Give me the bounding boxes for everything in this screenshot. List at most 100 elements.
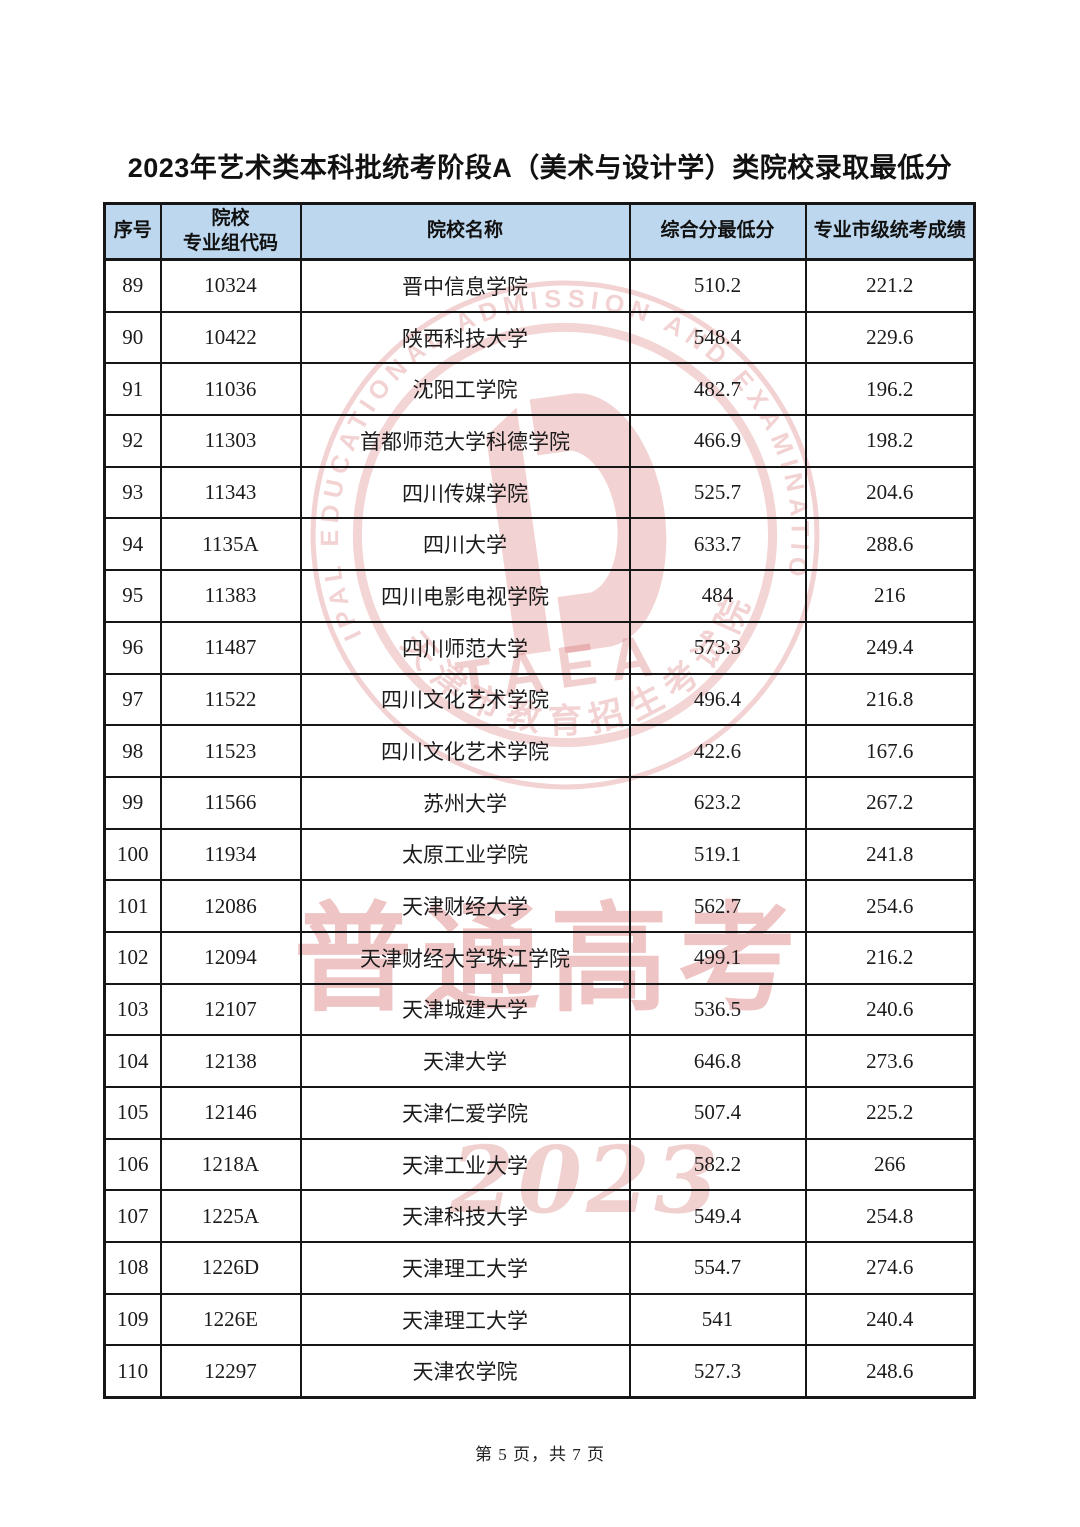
page-title: 2023年艺术类本科批统考阶段A（美术与设计学）类院校录取最低分 — [127, 153, 953, 183]
exam-score-cell: 273.6 — [804, 1034, 976, 1088]
header-name-label: 院校名称 — [426, 220, 503, 242]
table-row: 105 12146 天津仁爱学院 507.4 225.2 — [103, 1086, 976, 1140]
min-score-cell: 466.9 — [628, 414, 807, 468]
min-score-cell: 646.8 — [628, 1034, 807, 1088]
table-row: 97 11522 四川文化艺术学院 496.4 216.8 — [103, 672, 976, 727]
code-cell: 11487 — [159, 620, 302, 675]
seq-cell: 110 — [103, 1344, 162, 1399]
code-cell: 12297 — [159, 1344, 302, 1399]
name-cell: 天津大学 — [299, 1034, 631, 1088]
min-score-cell: 633.7 — [628, 517, 807, 572]
code-cell: 12146 — [159, 1086, 302, 1140]
name-cell: 晋中信息学院 — [299, 258, 631, 313]
table-row: 101 12086 天津财经大学 562.7 254.6 — [103, 879, 976, 933]
header-code-line1: 院校 — [211, 208, 250, 230]
code-cell: 12138 — [159, 1034, 302, 1088]
code-cell: 11303 — [159, 414, 302, 468]
min-score-cell: 519.1 — [628, 827, 807, 882]
exam-score-cell: 288.6 — [804, 517, 976, 572]
exam-score-cell: 241.8 — [804, 827, 976, 882]
name-cell: 四川文化艺术学院 — [299, 724, 631, 778]
seq-cell: 105 — [103, 1086, 162, 1140]
exam-score-cell: 198.2 — [804, 414, 976, 468]
name-cell: 天津城建大学 — [299, 982, 631, 1037]
code-cell: 12107 — [159, 982, 302, 1037]
min-score-cell: 582.2 — [628, 1137, 807, 1192]
table-row: 99 11566 苏州大学 623.2 267.2 — [103, 775, 976, 830]
code-cell: 11343 — [159, 465, 302, 520]
name-cell: 四川师范大学 — [299, 620, 631, 675]
exam-score-cell: 274.6 — [804, 1241, 976, 1295]
min-score-cell: 484 — [628, 569, 807, 623]
name-cell: 沈阳工学院 — [299, 362, 631, 417]
exam-score-cell: 216 — [804, 569, 976, 623]
exam-score-cell: 196.2 — [804, 362, 976, 417]
header-exam-score-label: 专业市级统考成绩 — [813, 220, 966, 242]
seq-cell: 91 — [103, 362, 162, 417]
exam-score-cell: 221.2 — [804, 258, 976, 313]
name-cell: 太原工业学院 — [299, 827, 631, 882]
table-row: 92 11303 首都师范大学科德学院 466.9 198.2 — [103, 414, 976, 468]
exam-score-cell: 225.2 — [804, 1086, 976, 1140]
exam-score-cell: 216.8 — [804, 672, 976, 727]
seq-cell: 95 — [103, 569, 162, 623]
code-cell: 1226D — [159, 1241, 302, 1295]
header-code-line2: 专业组代码 — [182, 232, 278, 254]
seq-cell: 102 — [103, 930, 162, 985]
seq-cell: 108 — [103, 1241, 162, 1295]
name-cell: 首都师范大学科德学院 — [299, 414, 631, 468]
seq-cell: 99 — [103, 775, 162, 830]
table-body: 89 10324 晋中信息学院 510.2 221.2 90 10422 陕西科技大学 548… — [103, 258, 976, 1399]
table-row: 110 12297 天津农学院 527.3 248.6 — [103, 1344, 976, 1399]
seq-cell: 104 — [103, 1034, 162, 1088]
name-cell: 苏州大学 — [299, 775, 631, 830]
seq-cell: 98 — [103, 724, 162, 778]
seq-cell: 96 — [103, 620, 162, 675]
table-row: 100 11934 太原工业学院 519.1 241.8 — [103, 827, 976, 882]
code-cell: 10422 — [159, 310, 302, 365]
name-cell: 天津理工大学 — [299, 1241, 631, 1295]
min-score-cell: 536.5 — [628, 982, 807, 1037]
min-score-cell: 549.4 — [628, 1189, 807, 1244]
exam-score-cell: 240.4 — [804, 1292, 976, 1347]
exam-score-cell: 249.4 — [804, 620, 976, 675]
table-row: 104 12138 天津大学 646.8 273.6 — [103, 1034, 976, 1088]
name-cell: 天津理工大学 — [299, 1292, 631, 1347]
min-score-cell: 623.2 — [628, 775, 807, 830]
exam-score-cell: 216.2 — [804, 930, 976, 985]
min-score-cell: 422.6 — [628, 724, 807, 778]
min-score-cell: 562.7 — [628, 879, 807, 933]
seq-cell: 93 — [103, 465, 162, 520]
code-cell: 1225A — [159, 1189, 302, 1244]
code-cell: 11566 — [159, 775, 302, 830]
table-row: 91 11036 沈阳工学院 482.7 196.2 — [103, 362, 976, 417]
exam-score-cell: 266 — [804, 1137, 976, 1192]
name-cell: 天津仁爱学院 — [299, 1086, 631, 1140]
seq-cell: 103 — [103, 982, 162, 1037]
seq-cell: 90 — [103, 310, 162, 365]
code-cell: 11522 — [159, 672, 302, 727]
seq-cell: 109 — [103, 1292, 162, 1347]
code-cell: 12086 — [159, 879, 302, 933]
table-row: 89 10324 晋中信息学院 510.2 221.2 — [103, 258, 976, 313]
min-score-cell: 548.4 — [628, 310, 807, 365]
name-cell: 四川大学 — [299, 517, 631, 572]
seq-cell: 100 — [103, 827, 162, 882]
exam-score-cell: 204.6 — [804, 465, 976, 520]
admission-score-table: 序号 院校 专业组代码 院校名称 综合分最低分 专业市级统考成绩 89 10324… — [103, 202, 976, 1400]
table-row: 107 1225A 天津科技大学 549.4 254.8 — [103, 1189, 976, 1244]
name-cell: 天津工业大学 — [299, 1137, 631, 1192]
header-exam-score: 专业市级统考成绩 — [804, 202, 976, 261]
table-row: 93 11343 四川传媒学院 525.7 204.6 — [103, 465, 976, 520]
name-cell: 天津财经大学 — [299, 879, 631, 933]
header-seq: 序号 — [103, 202, 162, 261]
min-score-cell: 510.2 — [628, 258, 807, 313]
name-cell: 四川传媒学院 — [299, 465, 631, 520]
seq-cell: 94 — [103, 517, 162, 572]
table-header: 序号 院校 专业组代码 院校名称 综合分最低分 专业市级统考成绩 — [103, 202, 976, 261]
exam-score-cell: 167.6 — [804, 724, 976, 778]
code-cell: 11036 — [159, 362, 302, 417]
table-row: 95 11383 四川电影电视学院 484 216 — [103, 569, 976, 623]
table-row: 109 1226E 天津理工大学 541 240.4 — [103, 1292, 976, 1347]
